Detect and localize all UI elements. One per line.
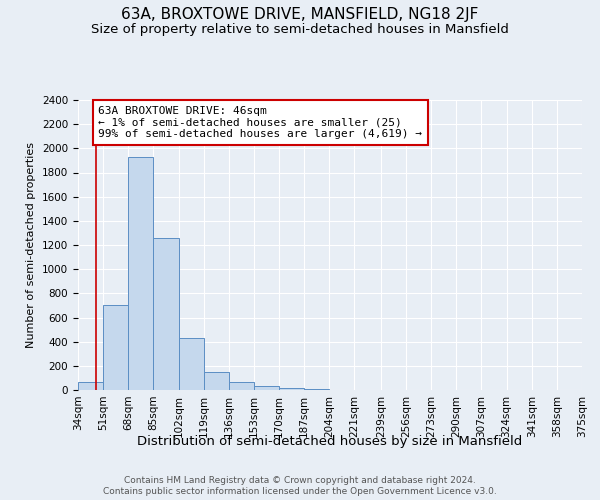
Text: 63A, BROXTOWE DRIVE, MANSFIELD, NG18 2JF: 63A, BROXTOWE DRIVE, MANSFIELD, NG18 2JF [121,8,479,22]
Text: 63A BROXTOWE DRIVE: 46sqm
← 1% of semi-detached houses are smaller (25)
99% of s: 63A BROXTOWE DRIVE: 46sqm ← 1% of semi-d… [98,106,422,139]
Bar [229,382,254,390]
Y-axis label: Number of semi-detached properties: Number of semi-detached properties [26,142,37,348]
Text: Size of property relative to semi-detached houses in Mansfield: Size of property relative to semi-detach… [91,22,509,36]
Bar [304,389,329,390]
Text: Contains HM Land Registry data © Crown copyright and database right 2024.: Contains HM Land Registry data © Crown c… [124,476,476,485]
Bar [254,386,279,390]
Text: Distribution of semi-detached houses by size in Mansfield: Distribution of semi-detached houses by … [137,435,523,448]
Bar [203,372,229,390]
Bar [103,306,128,390]
Bar [154,238,179,390]
Bar [179,338,203,390]
Bar [78,382,103,390]
Text: Contains public sector information licensed under the Open Government Licence v3: Contains public sector information licen… [103,488,497,496]
Bar [128,157,154,390]
Bar [279,388,304,390]
